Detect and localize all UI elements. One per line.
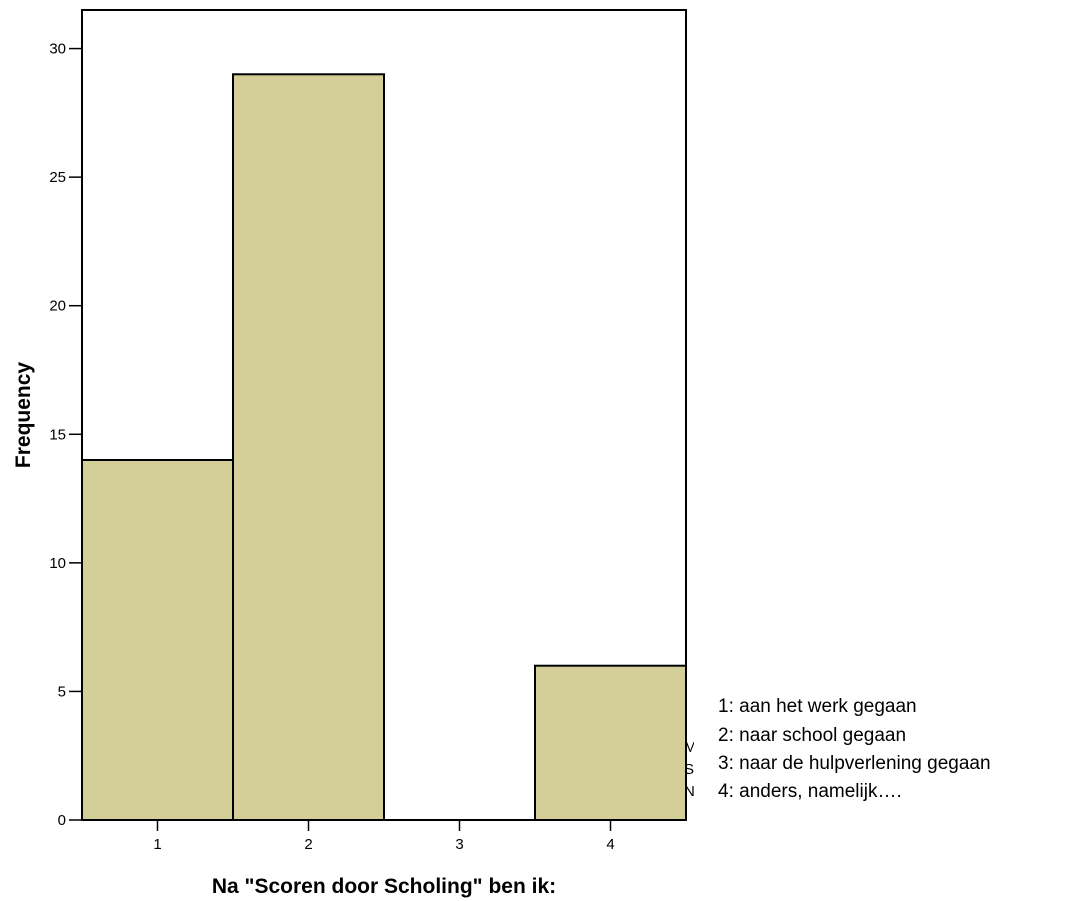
bars-group (81, 73, 687, 822)
y-tick-label-30: 30 (49, 41, 66, 58)
y-axis-title: Frequency (12, 362, 35, 469)
x-tick-label-3: 3 (455, 836, 463, 853)
y-tick-label-20: 20 (49, 298, 66, 315)
y-axis: 0 5 10 15 20 25 30 (49, 41, 82, 829)
stats-fragment: M S N (684, 739, 697, 800)
bar-1 (81, 459, 234, 821)
bar-4 (534, 664, 687, 822)
x-axis-title: Na "Scoren door Scholing" ben ik: (212, 875, 556, 898)
legend-item-2: 2: naar school gegaan (718, 725, 906, 746)
stats-fragment-n: N (684, 783, 695, 800)
y-tick-label-0: 0 (58, 812, 66, 829)
y-tick-label-25: 25 (49, 169, 66, 186)
bar-2 (232, 73, 385, 822)
stats-fragment-s: S (684, 761, 694, 778)
legend-item-3: 3: naar de hulpverlening gegaan (718, 753, 991, 774)
x-axis: 1 2 3 4 (153, 820, 615, 853)
legend: 1: aan het werk gegaan 2: naar school ge… (718, 696, 991, 802)
legend-item-4: 4: anders, namelijk…. (718, 781, 902, 802)
legend-item-1: 1: aan het werk gegaan (718, 696, 917, 717)
y-tick-label-5: 5 (58, 683, 66, 700)
x-tick-label-1: 1 (153, 836, 161, 853)
legend-mask (694, 680, 1080, 810)
x-tick-label-4: 4 (606, 836, 614, 853)
y-tick-label-10: 10 (49, 555, 66, 572)
y-tick-label-15: 15 (49, 426, 66, 443)
stats-fragment-m: M (684, 739, 697, 756)
x-tick-label-2: 2 (304, 836, 312, 853)
